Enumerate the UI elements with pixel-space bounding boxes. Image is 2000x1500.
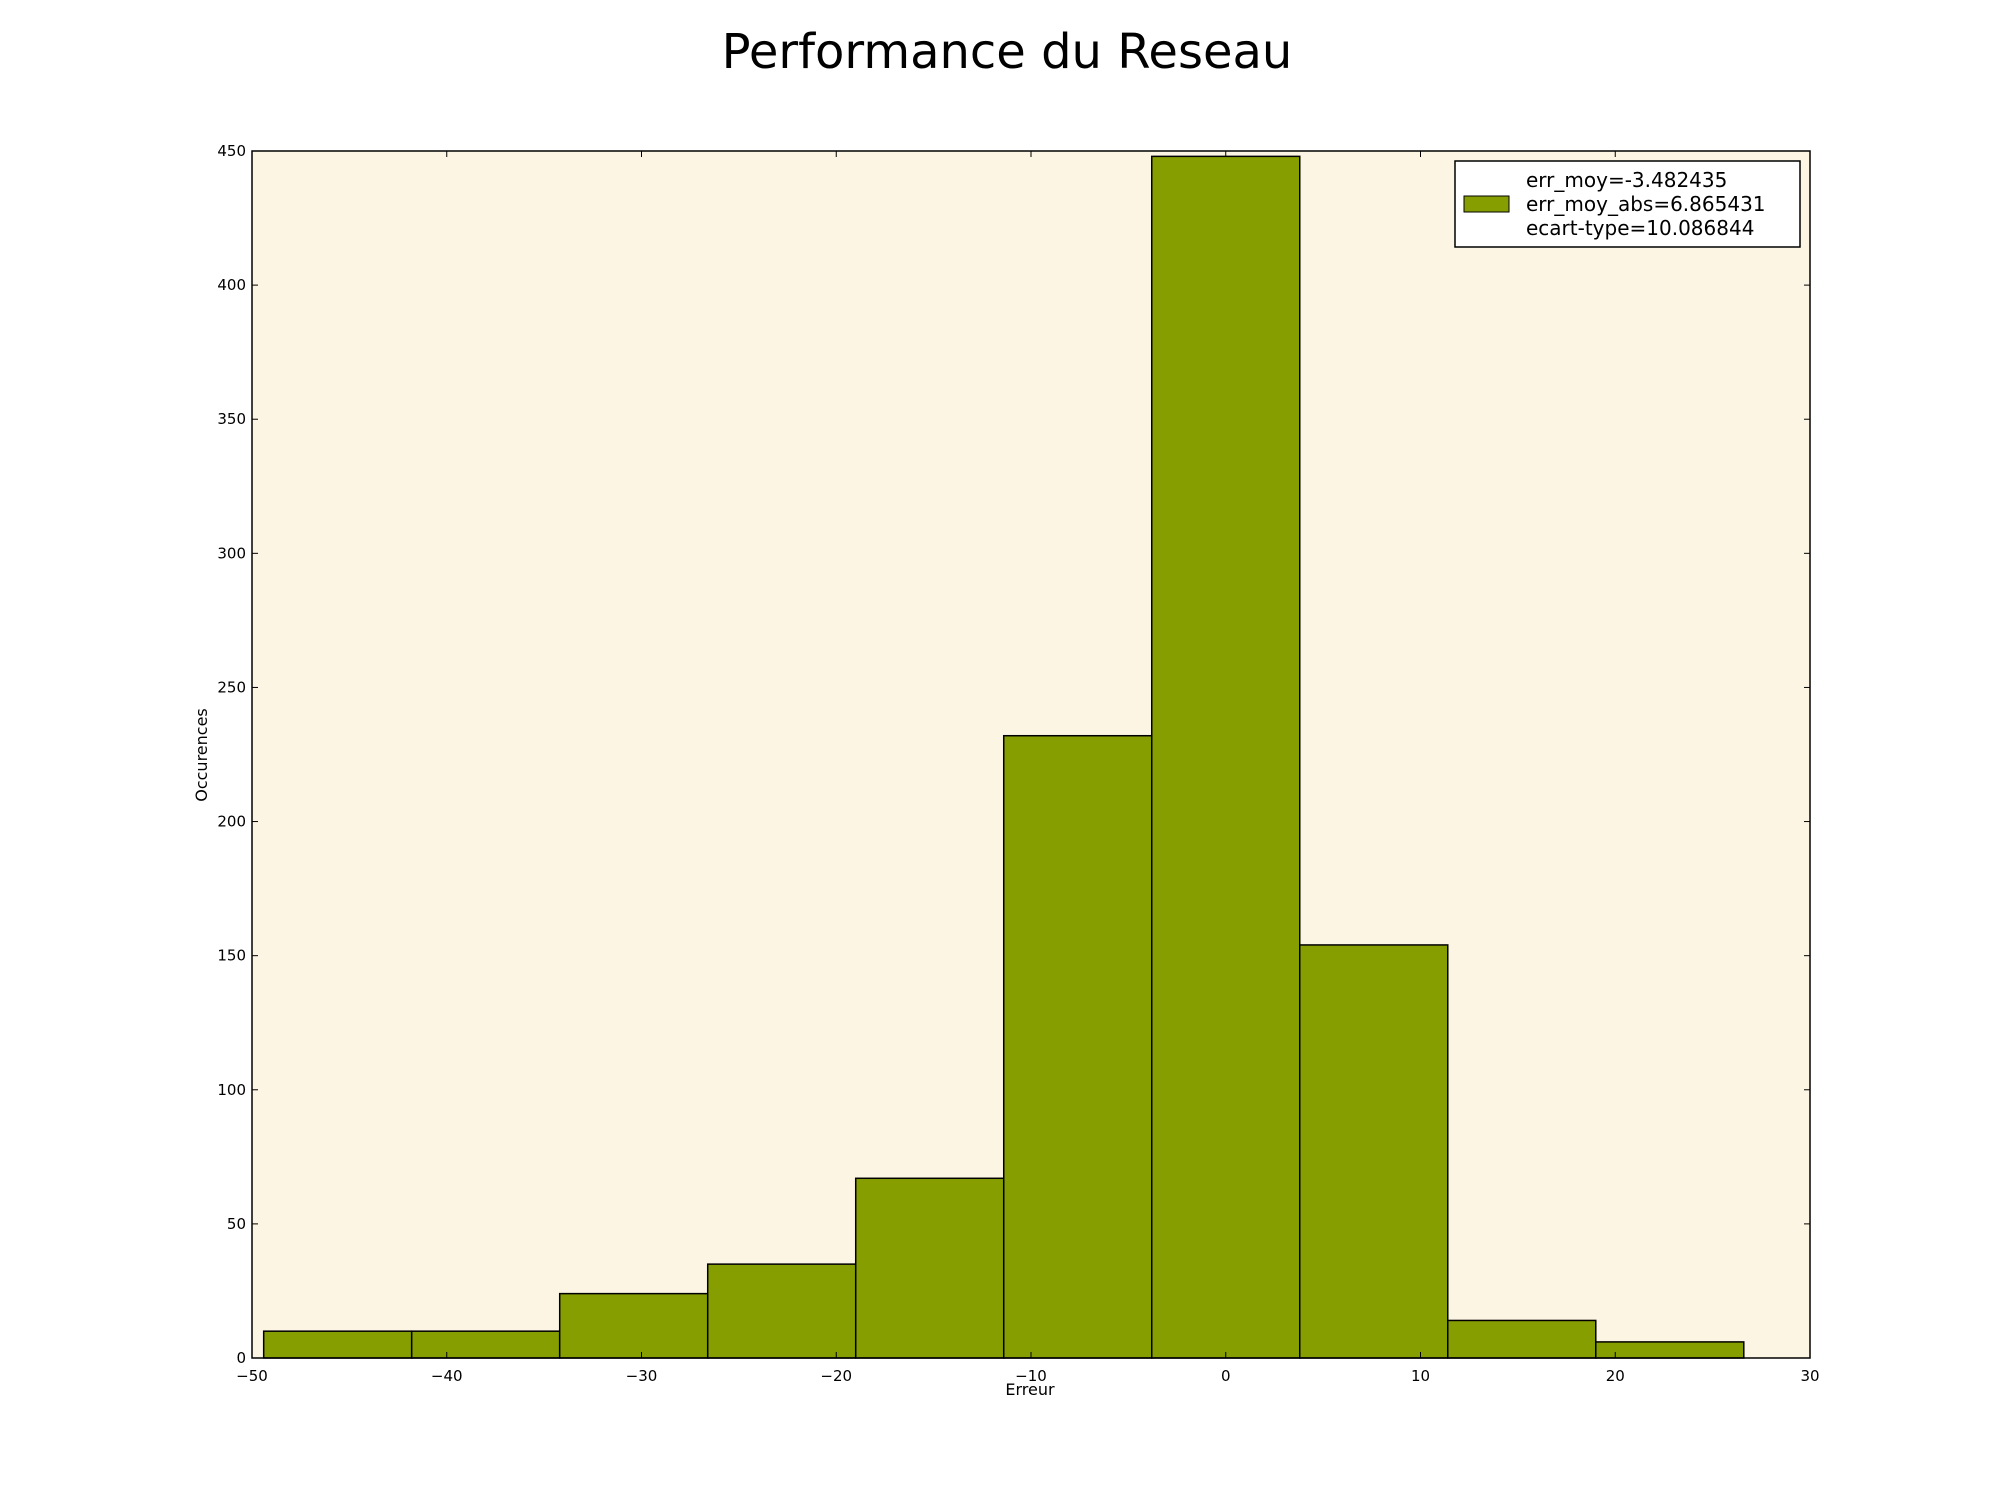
y-tick-label: 350 — [217, 410, 246, 428]
y-tick-label: 450 — [217, 142, 246, 160]
histogram-bar — [1447, 1319, 1597, 1359]
histogram-bar — [558, 1292, 709, 1359]
plot-frame — [251, 150, 1811, 1359]
y-tick-label: 50 — [227, 1215, 246, 1233]
y-tick-label: 250 — [217, 678, 246, 696]
x-tick-label: 20 — [1606, 1367, 1625, 1385]
chart-title: Performance du Reseau — [722, 24, 1293, 80]
x-tick-label: −10 — [1015, 1367, 1047, 1385]
histogram-bar — [854, 1177, 1005, 1359]
legend-line-2: err_moy_abs=6.865431 — [1526, 192, 1766, 216]
histogram-bar — [1595, 1341, 1745, 1359]
x-axis-title: Erreur — [1005, 1380, 1055, 1399]
x-tick-label: 30 — [1800, 1367, 1819, 1385]
y-tick-label: 300 — [217, 544, 246, 562]
x-tick-label: 10 — [1411, 1367, 1430, 1385]
histogram-bar — [706, 1263, 857, 1359]
x-tick-labels: −50 −40 −30 −20 −10 0 10 20 30 — [236, 1367, 1819, 1385]
legend-line-3: ecart-type=10.086844 — [1526, 216, 1754, 240]
histogram-bar — [262, 1330, 413, 1359]
legend-line-1: err_moy=-3.482435 — [1526, 168, 1727, 192]
histogram-bar — [410, 1330, 561, 1359]
legend: err_moy=-3.482435 err_moy_abs=6.865431 e… — [1454, 160, 1801, 248]
y-tick-label: 100 — [217, 1081, 246, 1099]
x-tick-label: −20 — [820, 1367, 852, 1385]
y-tick-label: 0 — [236, 1349, 246, 1367]
y-tick-label: 150 — [217, 947, 246, 965]
histogram-bar — [1299, 944, 1449, 1359]
histogram-bar — [1002, 734, 1153, 1359]
x-tick-label: −40 — [431, 1367, 463, 1385]
bars-group — [262, 155, 1745, 1359]
y-tick-labels: 0 50 100 150 200 250 300 350 400 450 — [217, 142, 246, 1367]
legend-swatch — [1463, 195, 1510, 213]
x-tick-label: 0 — [1221, 1367, 1231, 1385]
x-tick-label: −30 — [626, 1367, 658, 1385]
y-tick-label: 400 — [217, 276, 246, 294]
y-axis-title: Occurences — [192, 708, 211, 802]
y-tick-label: 200 — [217, 813, 246, 831]
legend-box — [1454, 160, 1801, 248]
histogram-bar — [1150, 155, 1301, 1359]
x-tick-label: −50 — [236, 1367, 268, 1385]
